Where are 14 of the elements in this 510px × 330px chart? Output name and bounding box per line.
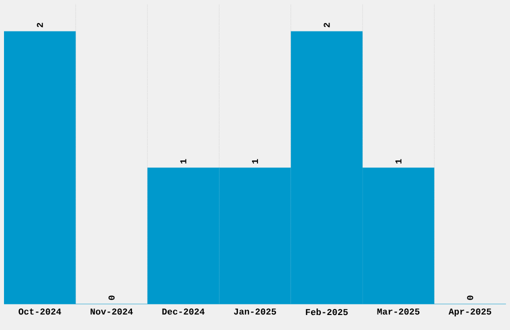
data-label: 2 — [324, 22, 330, 28]
data-label: 1 — [395, 159, 402, 164]
x-tick-label: Apr-2025 — [448, 308, 492, 316]
x-tick-label: Oct-2024 — [18, 308, 62, 315]
data-label: 1 — [252, 159, 258, 164]
data-label: 1 — [180, 159, 186, 164]
x-tick-label: Nov-2024 — [90, 308, 133, 315]
x-tick-label: Feb-2025 — [306, 308, 348, 316]
x-tick-label: Mar-2025 — [377, 308, 420, 315]
data-label: 0 — [108, 296, 115, 300]
x-tick-label: Jan-2025 — [234, 308, 276, 315]
data-label: 0 — [467, 296, 474, 300]
data-label: 2 — [36, 22, 43, 28]
x-tick-label: Dec-2024 — [162, 308, 205, 315]
